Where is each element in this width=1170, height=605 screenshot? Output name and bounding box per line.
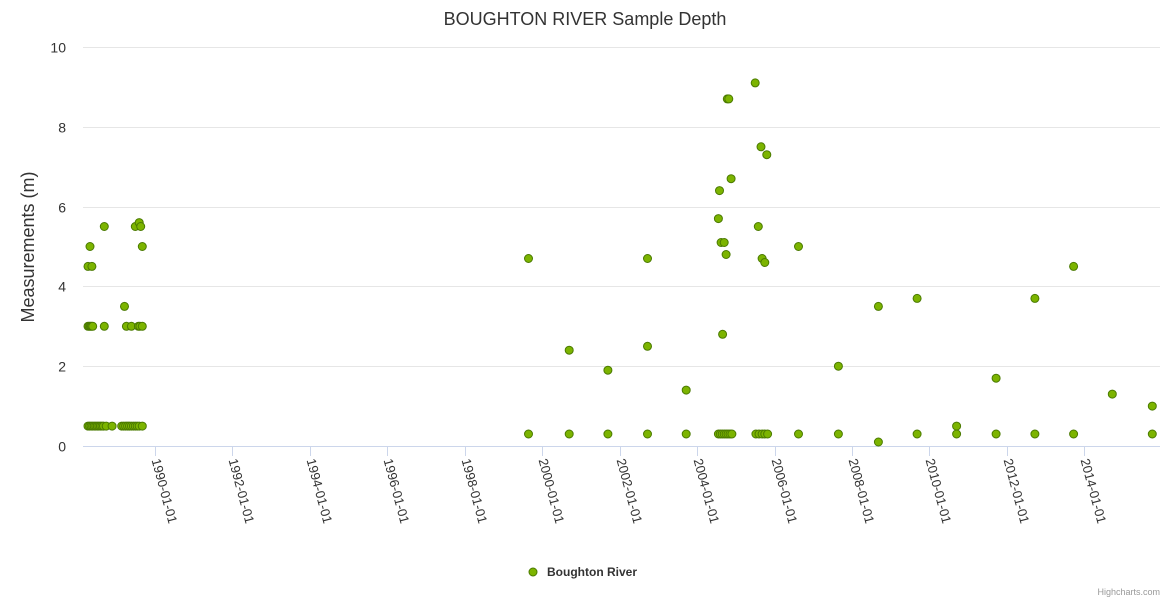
data-point[interactable] — [564, 429, 574, 439]
data-point[interactable] — [120, 301, 129, 311]
data-point[interactable] — [681, 385, 691, 395]
y-tick-label: 6 — [58, 200, 66, 216]
data-point[interactable] — [1107, 389, 1117, 399]
grid-lines — [83, 47, 1160, 367]
data-point[interactable] — [991, 429, 1001, 439]
y-tick-label: 8 — [58, 120, 66, 136]
data-point[interactable] — [721, 250, 731, 259]
data-point[interactable] — [727, 429, 737, 439]
data-point[interactable] — [603, 429, 613, 439]
legend-label-boughton-river[interactable]: Boughton River — [547, 565, 637, 579]
data-point[interactable] — [603, 365, 613, 375]
y-tick-label: 10 — [50, 40, 66, 56]
y-tick-label: 2 — [58, 359, 66, 375]
data-point[interactable] — [763, 429, 773, 439]
data-point[interactable] — [715, 186, 724, 196]
data-point[interactable] — [643, 254, 652, 263]
data-point[interactable] — [794, 242, 803, 251]
data-point[interactable] — [873, 301, 883, 311]
data-point[interactable] — [1147, 401, 1157, 411]
data-point[interactable] — [88, 321, 98, 331]
legend-marker — [528, 567, 538, 577]
data-point[interactable] — [564, 345, 574, 355]
data-point[interactable] — [137, 321, 147, 331]
data-point[interactable] — [137, 421, 147, 431]
data-point[interactable] — [85, 242, 95, 251]
data-point[interactable] — [99, 222, 109, 231]
data-point[interactable] — [912, 429, 922, 439]
data-point[interactable] — [1147, 429, 1157, 439]
data-point[interactable] — [833, 361, 843, 371]
data-point[interactable] — [991, 373, 1001, 383]
data-point[interactable] — [719, 238, 729, 247]
y-tick-label: 0 — [58, 439, 66, 455]
data-point[interactable] — [952, 421, 962, 431]
data-point[interactable] — [718, 329, 728, 339]
data-point[interactable] — [87, 261, 97, 271]
data-point[interactable] — [136, 222, 146, 231]
data-point[interactable] — [724, 94, 734, 104]
data-point[interactable] — [643, 429, 652, 439]
credits-link[interactable]: Highcharts.com — [1097, 587, 1160, 597]
data-point[interactable] — [1030, 293, 1040, 303]
y-tick-label: 4 — [58, 279, 66, 295]
data-point[interactable] — [760, 258, 770, 267]
data-point[interactable] — [713, 214, 723, 224]
data-point[interactable] — [99, 321, 109, 331]
data-point[interactable] — [643, 341, 652, 351]
data-point[interactable] — [833, 429, 843, 439]
legend[interactable]: Boughton River — [528, 565, 637, 579]
data-point[interactable] — [107, 421, 117, 431]
data-point[interactable] — [524, 429, 533, 439]
y-axis-title: Measurements (m) — [18, 171, 38, 322]
data-point[interactable] — [794, 429, 803, 439]
data-point[interactable] — [1030, 429, 1040, 439]
data-point[interactable] — [753, 222, 763, 231]
chart-title: BOUGHTON RIVER Sample Depth — [444, 9, 727, 29]
data-point[interactable] — [762, 150, 772, 160]
data-point[interactable] — [952, 429, 962, 439]
data-point[interactable] — [524, 254, 533, 263]
data-point[interactable] — [681, 429, 691, 439]
data-point[interactable] — [750, 78, 760, 88]
data-point[interactable] — [756, 142, 766, 152]
data-points — [83, 78, 1157, 447]
data-point[interactable] — [912, 293, 922, 303]
data-point[interactable] — [726, 174, 736, 184]
data-point[interactable] — [1069, 261, 1079, 271]
data-point[interactable] — [1069, 429, 1079, 439]
data-point[interactable] — [873, 437, 883, 447]
data-point[interactable] — [137, 242, 147, 251]
y-axis-ticks: 0 2 4 6 8 10 — [50, 40, 66, 455]
